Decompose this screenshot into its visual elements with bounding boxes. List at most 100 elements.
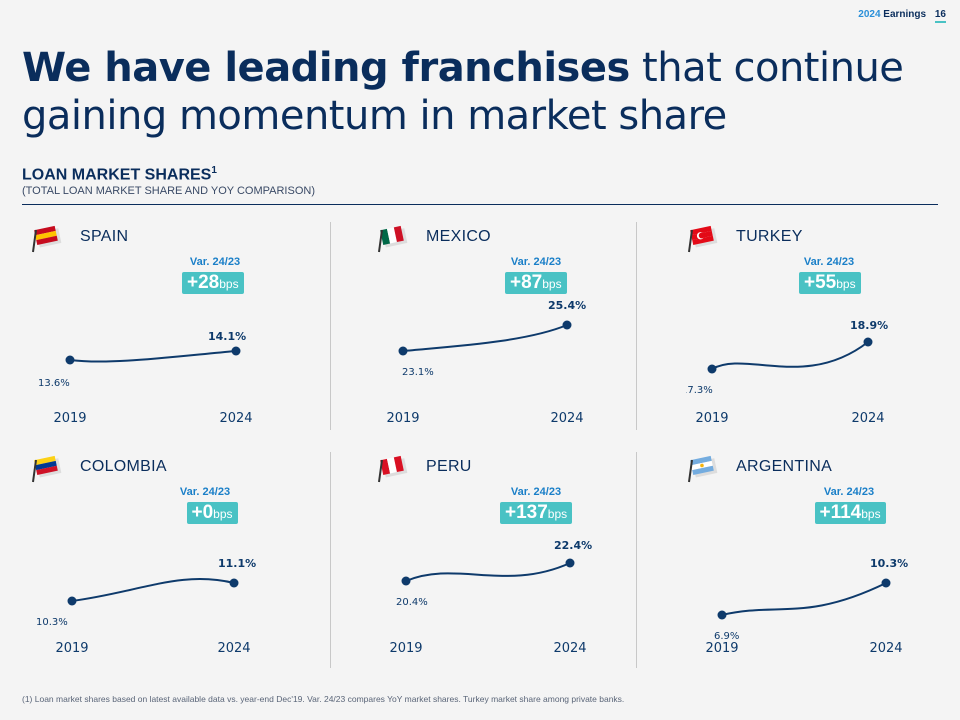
x-tick-end: 2024 (217, 641, 250, 656)
country-name: COLOMBIA (80, 458, 167, 475)
column-divider (330, 222, 331, 430)
end-value-label: 14.1% (208, 330, 246, 343)
header-section: Earnings (883, 9, 927, 20)
column-divider (636, 222, 637, 430)
x-tick-start: 2019 (53, 411, 86, 426)
start-point (398, 346, 408, 356)
colombia-flag-icon (30, 452, 62, 484)
page-header: 2024 Earnings 16 (858, 9, 946, 23)
market-share-chart: 17.3% 18.9% 2019 2024 (686, 319, 888, 426)
variation-unit: bps (861, 507, 881, 521)
panel-peru: PERU Var. 24/23 +137bps 20.4% 22.4% 2019 2024 (376, 452, 676, 672)
header-year: 2024 (858, 9, 881, 20)
variation-label: Var. 24/23 (823, 486, 875, 498)
spain-flag-icon (30, 222, 62, 254)
share-line (721, 582, 887, 616)
page-title-bold: We have leading franchises (22, 45, 630, 91)
section-rule (22, 204, 938, 205)
variation-label: Var. 24/23 (179, 486, 231, 498)
panel-colombia: COLOMBIA Var. 24/23 +0bps 10.3% 11.1% 2019 202… (30, 452, 330, 672)
variation-value: +55 (804, 272, 837, 293)
end-point (863, 337, 873, 347)
country-name: SPAIN (80, 228, 129, 245)
column-divider (636, 452, 637, 668)
end-value-label: 22.4% (554, 539, 592, 552)
variation-value: +28 (187, 272, 220, 293)
x-tick-start: 2019 (705, 641, 738, 656)
country-name: MEXICO (426, 228, 491, 245)
section-subtitle: (TOTAL LOAN MARKET SHARE AND YOY COMPARI… (22, 185, 315, 197)
variation-value: +0 (191, 502, 214, 523)
section-title-footnote-mark: 1 (211, 165, 217, 176)
turkey-flag-icon (686, 222, 718, 254)
market-share-chart: 20.4% 22.4% 2019 2024 (389, 539, 592, 656)
end-value-label: 10.3% (870, 557, 908, 570)
x-tick-start: 2019 (695, 411, 728, 426)
end-value-label: 18.9% (850, 319, 888, 332)
panel-argentina: ARGENTINA Var. 24/23 +114bps 6.9% 10.3% 2019 2… (686, 452, 960, 672)
end-point (565, 558, 575, 568)
variation-label: Var. 24/23 (803, 256, 855, 268)
variation-label: Var. 24/23 (510, 256, 562, 268)
share-line (71, 577, 235, 602)
end-point (881, 578, 891, 588)
peru-flag-icon (376, 452, 408, 484)
share-line (711, 341, 869, 370)
end-point (229, 578, 239, 588)
start-value-label: 13.6% (38, 378, 70, 389)
variation-badge: +28bps (182, 272, 244, 294)
variation-value: +87 (510, 272, 543, 293)
mexico-flag-icon (376, 222, 408, 254)
start-point (717, 610, 727, 620)
x-tick-end: 2024 (869, 641, 902, 656)
variation-unit: bps (542, 277, 562, 291)
section-title-text: LOAN MARKET SHARES (22, 166, 212, 184)
share-line (405, 562, 571, 582)
variation-badge: +114bps (814, 502, 886, 524)
page-number: 16 (934, 9, 946, 23)
variation-value: +114 (819, 502, 862, 523)
share-line (402, 324, 568, 352)
page-title-rest: that continue gaining momentum in market… (22, 45, 904, 139)
start-value-label: 10.3% (36, 617, 68, 628)
variation-unit: bps (213, 507, 233, 521)
start-point (65, 355, 75, 365)
x-tick-start: 2019 (389, 641, 422, 656)
x-tick-start: 2019 (386, 411, 419, 426)
panel-mexico: MEXICO Var. 24/23 +87bps 23.1% 25.4% 2019 2024 (376, 222, 676, 442)
start-point (401, 576, 411, 586)
x-tick-end: 2024 (851, 411, 884, 426)
variation-label: Var. 24/23 (510, 486, 562, 498)
variation-badge: +137bps (500, 502, 573, 524)
variation-label: Var. 24/23 (189, 256, 241, 268)
variation-unit: bps (547, 507, 568, 521)
share-line (69, 350, 237, 363)
panel-spain: SPAIN Var. 24/23 +28bps 13.6% 14.1% 2019 2024 (30, 222, 330, 442)
start-point (67, 596, 77, 606)
country-name: PERU (426, 458, 472, 475)
section-title: LOAN MARKET SHARES1 (22, 165, 217, 184)
market-share-chart: 13.6% 14.1% 2019 2024 (38, 330, 253, 426)
end-value-label: 11.1% (218, 557, 256, 570)
argentina-flag-icon (686, 452, 718, 484)
country-name: TURKEY (736, 228, 803, 245)
x-tick-end: 2024 (219, 411, 252, 426)
column-divider (330, 452, 331, 668)
variation-value: +137 (505, 502, 548, 523)
footnote: (1) Loan market shares based on latest a… (22, 694, 625, 704)
start-value-label: 20.4% (396, 597, 428, 608)
variation-badge: +87bps (505, 272, 567, 294)
end-value-label: 25.4% (548, 299, 586, 312)
country-name: ARGENTINA (736, 458, 833, 475)
x-tick-start: 2019 (55, 641, 88, 656)
start-value-label: 17.3% (686, 385, 713, 396)
end-point (562, 320, 572, 330)
end-point (231, 346, 241, 356)
page-title: We have leading franchises that continue… (22, 44, 922, 140)
variation-badge: +55bps (799, 272, 861, 294)
variation-unit: bps (219, 277, 239, 291)
start-value-label: 23.1% (402, 367, 434, 378)
market-share-chart: 6.9% 10.3% 2019 2024 (705, 557, 908, 656)
x-tick-end: 2024 (550, 411, 583, 426)
